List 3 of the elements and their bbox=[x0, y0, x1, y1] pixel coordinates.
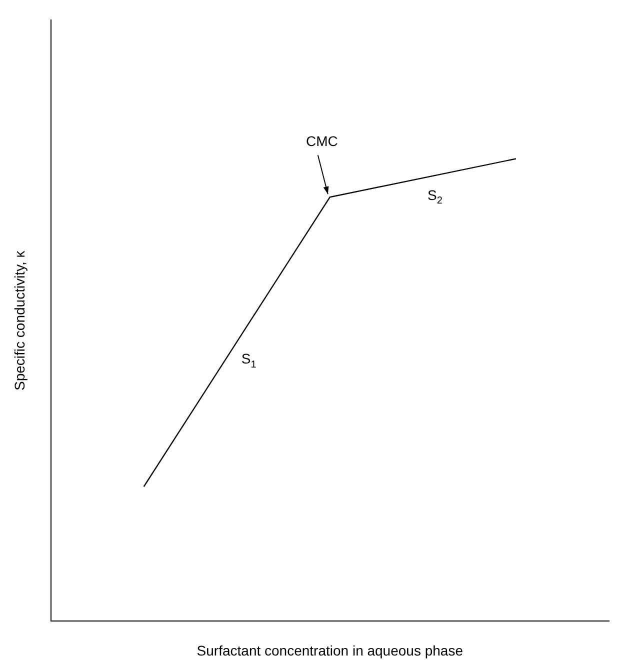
text: CMC bbox=[306, 132, 338, 149]
x-axis-title: Surfactant concentration in aqueous phase bbox=[196, 642, 464, 658]
y-axis-title: Specific conductivity, κ bbox=[11, 250, 28, 390]
